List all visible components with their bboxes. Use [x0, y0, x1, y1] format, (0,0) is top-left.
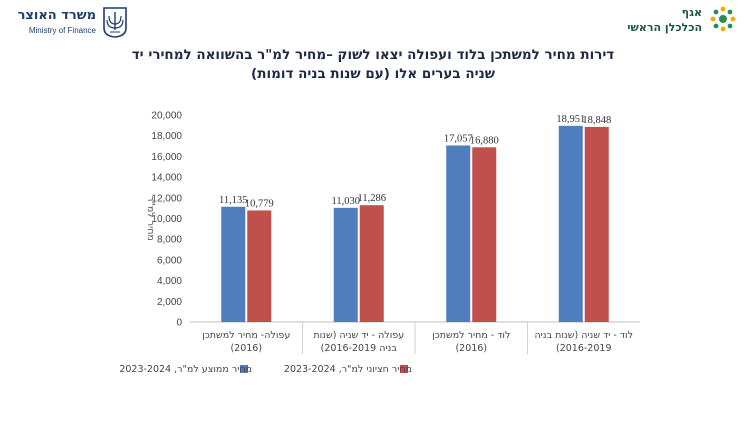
- page-header: משרד האוצר Ministry of Finance אגף הכלכל…: [0, 0, 746, 48]
- data-label: 10,779: [245, 198, 274, 209]
- x-tick-label: לוד - יד שניה (שנות בניה: [534, 330, 633, 341]
- data-label: 18,951: [556, 114, 585, 125]
- data-label: 18,848: [582, 115, 611, 126]
- data-label: 11,030: [332, 196, 361, 207]
- y-tick-label: 12,000: [151, 193, 182, 204]
- legend-swatch: [400, 365, 408, 373]
- x-tick-label: לוד - מחיר למשתכן: [432, 330, 510, 341]
- y-tick-label: 18,000: [151, 131, 182, 142]
- ministry-of-finance-logo: משרד האוצר Ministry of Finance: [8, 6, 128, 40]
- division-label: אגף: [681, 6, 702, 19]
- chief-economist-logo: אגף הכלכלן הראשי: [608, 4, 738, 44]
- y-tick-label: 20,000: [151, 111, 182, 122]
- bar: [558, 125, 583, 322]
- x-tick-label: בניה 2016-2019): [321, 343, 398, 354]
- data-label: 11,286: [358, 193, 387, 204]
- chief-economist-label: הכלכלן הראשי: [627, 21, 702, 34]
- x-tick-label: עפולה - יד שניה (שנות: [313, 330, 404, 341]
- y-tick-label: 2,000: [157, 297, 182, 308]
- ministry-name-hebrew: משרד האוצר: [17, 8, 96, 23]
- x-tick-label: עפולה- מחיר למשתכן: [202, 330, 290, 341]
- state-emblem-icon: [103, 7, 127, 38]
- legend-label: מחיר חציוני למ"ר, 2023-2024: [284, 364, 412, 375]
- x-tick-label: (2016): [455, 343, 487, 354]
- data-label: 17,057: [444, 133, 473, 144]
- x-tick-label: 2016-2019): [556, 343, 612, 354]
- y-tick-label: 10,000: [151, 214, 182, 225]
- bar: [472, 147, 497, 322]
- chart-title: דירות מחיר למשתכן בלוד ועפולה יצאו לשוק …: [60, 46, 686, 84]
- chart-title-line-2: שניה בערים אלו (עם שנות בניה דומות): [251, 66, 495, 82]
- y-tick-label: 8,000: [157, 235, 182, 246]
- legend-label: מחיר ממוצע למ"ר, 2023-2024: [119, 364, 252, 375]
- y-axis-label: מחיר למ"ר: [145, 196, 156, 241]
- bar: [247, 210, 272, 322]
- bar: [584, 126, 609, 322]
- bar: [359, 205, 384, 322]
- legend-swatch: [240, 365, 248, 373]
- chart-title-line-1: דירות מחיר למשתכן בלוד ועפולה יצאו לשוק …: [131, 47, 615, 63]
- bar: [446, 145, 471, 322]
- chief-economist-dots-icon: [710, 6, 736, 32]
- y-tick-label: 16,000: [151, 152, 182, 163]
- data-label: 16,880: [470, 135, 499, 146]
- y-tick-label: 4,000: [157, 276, 182, 287]
- y-tick-label: 14,000: [151, 173, 182, 184]
- data-label: 11,135: [219, 195, 248, 206]
- ministry-name-english: Ministry of Finance: [28, 26, 96, 35]
- bar: [221, 206, 246, 322]
- y-tick-label: 6,000: [157, 255, 182, 266]
- y-tick-label: 0: [176, 318, 182, 329]
- bar: [333, 207, 358, 322]
- x-tick-label: (2016): [230, 343, 262, 354]
